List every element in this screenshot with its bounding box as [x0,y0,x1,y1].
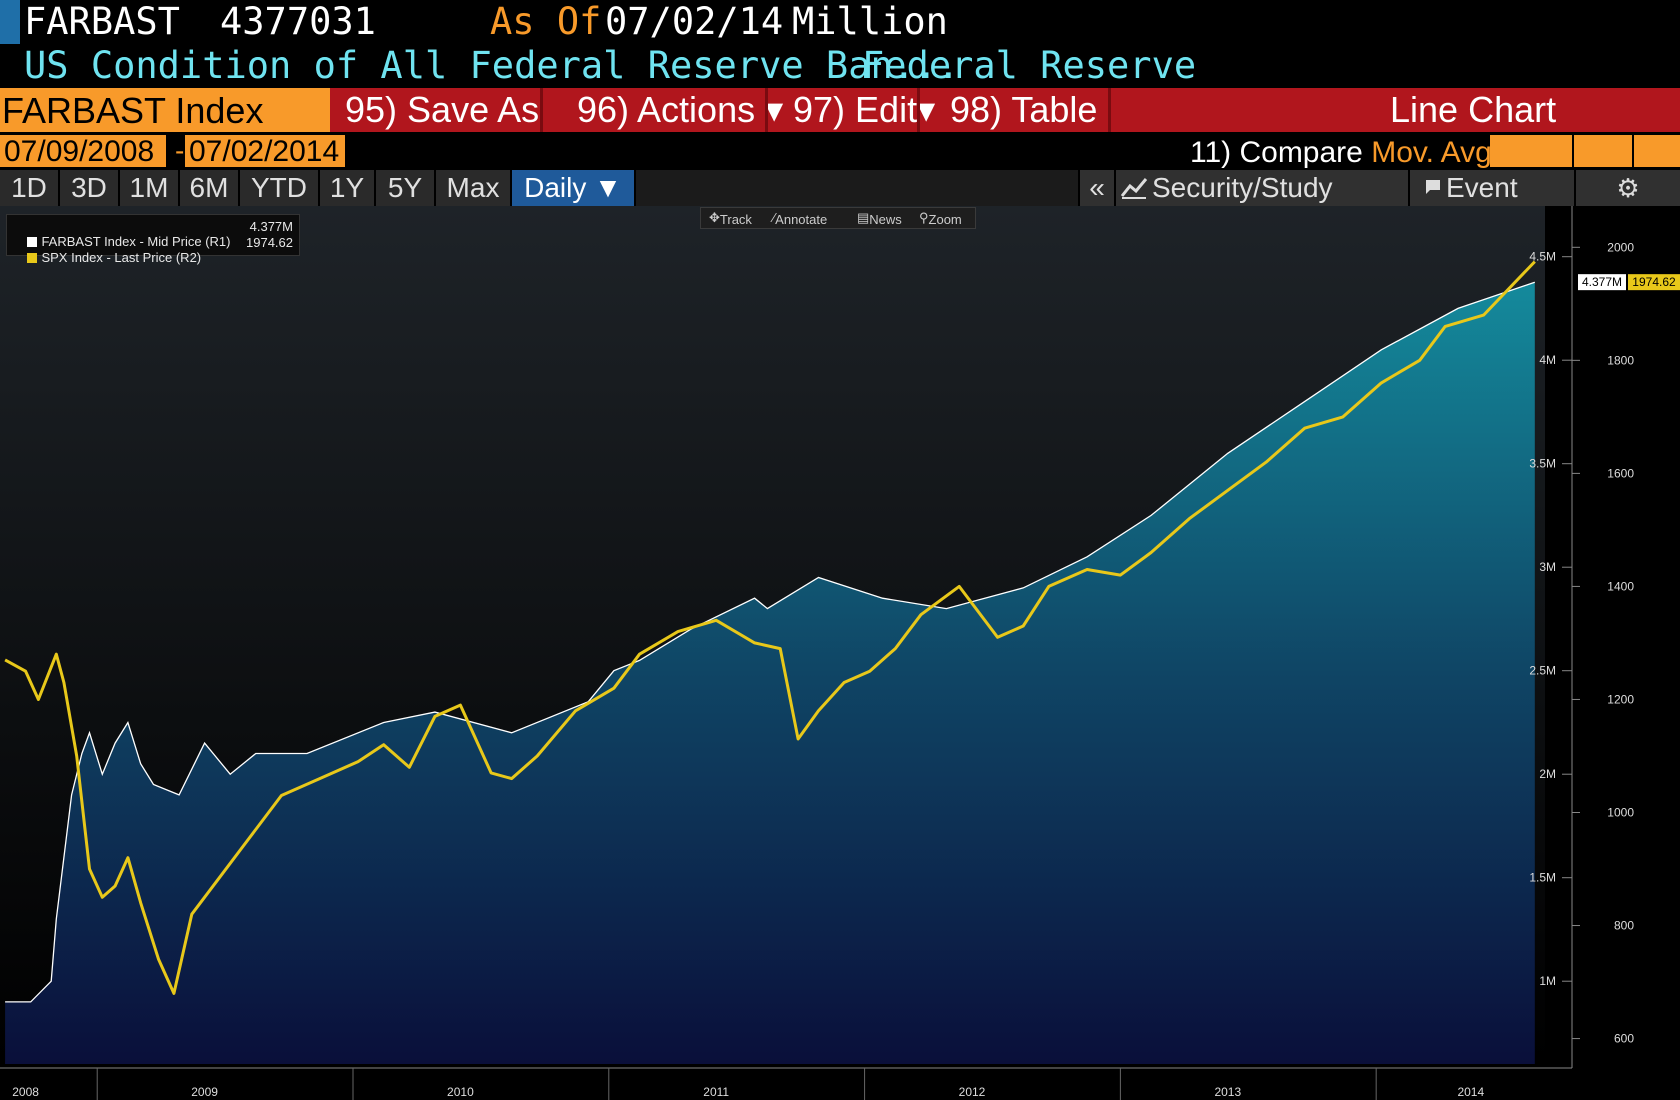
event-label: Event [1446,172,1518,203]
gear-icon: ⚙ [1616,173,1640,203]
as-of-label: As Of [490,0,602,43]
event-button[interactable]: Event [1408,170,1574,206]
units: Million [792,0,948,43]
r1-tick-label: 1M [1539,974,1556,988]
r2-tick-label: 1800 [1607,353,1634,367]
description: US Condition of All Federal Reserve Ban.… [24,44,960,87]
r1-tick-label: 3.5M [1529,457,1556,471]
farbast-last-badge [1578,274,1626,291]
x-tick-label: 2010 [447,1085,474,1099]
compare-slots[interactable] [1490,135,1680,167]
security-header: FARBAST 4377031 As Of 07/02/14 Million [0,0,1680,44]
separator [917,88,920,132]
index-label[interactable]: FARBAST Index [0,88,330,132]
r2-tick-label: 1000 [1607,805,1634,819]
tf-5y[interactable]: 5Y [376,170,436,206]
view-name: Line Chart [1390,89,1557,130]
tf-1d[interactable]: 1D [0,170,60,206]
annotate-button[interactable]: ∕ Annotate [773,210,828,227]
x-tick-label: 2008 [12,1085,39,1099]
flag-icon [1426,180,1440,194]
function-bar: FARBAST Index 95) Save As 96) Actions ▾ … [0,88,1680,132]
zoom-button[interactable]: ⚲ Zoom [919,210,962,227]
mov-avgs-label[interactable]: Mov. Avgs [1371,136,1507,169]
chart-toolbar: 1D 3D 1M 6M YTD 1Y 5Y Max Daily ▼ « Secu… [0,170,1680,206]
save-as-button[interactable]: 95) Save As [345,89,540,130]
legend-label: SPX Index - Last Price (R2) [41,250,202,265]
compare-label[interactable]: 11) Compare [1190,136,1363,169]
compare-mov-avgs[interactable]: 11) Compare Mov. Avgs [1190,136,1507,170]
x-tick-label: 2009 [191,1085,218,1099]
actions-menu[interactable]: 96) Actions ▾ [577,89,784,130]
r2-tick-label: 2000 [1607,240,1634,254]
farbast-last-label: 4.377M [1582,275,1622,289]
tf-max[interactable]: Max [436,170,512,206]
settings-button[interactable]: ⚙ [1574,170,1680,206]
x-tick-label: 2014 [1457,1085,1484,1099]
legend-value: 1974.62 [246,235,293,250]
header-marker [0,0,20,44]
start-date-field[interactable]: 07/09/2008 [0,135,166,168]
r2-tick-label: 800 [1614,919,1634,933]
legend-label: FARBAST Index - Mid Price (R1) [41,234,231,249]
farbast-area [5,282,1535,1064]
frequency-dropdown[interactable]: Daily ▼ [512,170,636,206]
as-of-date: 07/02/14 [605,0,784,43]
r1-tick-label: 2M [1539,767,1556,781]
source: Federal Reserve [862,44,1197,87]
r1-tick-label: 4M [1539,353,1556,367]
legend-swatch [27,253,38,263]
edit-menu[interactable]: 97) Edit▾ [793,89,936,130]
spx-last-badge [1628,274,1680,291]
r2-tick-label: 1600 [1607,466,1634,480]
spx-line [4,260,1536,995]
x-tick-label: 2013 [1214,1085,1241,1099]
tf-6m[interactable]: 6M [180,170,240,206]
current-value: 4377031 [220,0,376,43]
security-description: US Condition of All Federal Reserve Ban.… [0,44,1680,88]
date-dash: - [175,135,185,166]
tf-1m[interactable]: 1M [120,170,180,206]
r2-tick-label: 1400 [1607,579,1634,593]
separator [540,88,543,132]
r1-tick-label: 4.5M [1529,250,1556,264]
r2-tick-label: 600 [1614,1032,1634,1046]
r1-tick-label: 3M [1539,560,1556,574]
line-chart[interactable]: 4.5M 4M 3.5M 3M 2.5M 2M 1.5M 1M 2000 1800 1600 1400… [0,206,1680,1100]
r2-tick-label: 1200 [1607,692,1634,706]
security-study-button[interactable]: Security/Study [1114,170,1408,206]
date-range-bar: 07/09/2008 - 07/02/2014 11) Compare Mov.… [0,132,1680,170]
r1-tick-label: 1.5M [1529,871,1556,885]
collapse-button[interactable]: « [1078,170,1114,206]
legend-value: 4.377M [249,219,293,234]
tf-1y[interactable]: 1Y [320,170,376,206]
chart-line-icon [1120,178,1148,199]
r1-tick-label: 2.5M [1529,664,1556,678]
legend-item-spx[interactable]: SPX Index - Last Price (R2) [13,235,201,280]
news-button[interactable]: ▤ News [857,210,902,227]
legend-item-farbast[interactable]: FARBAST Index - Mid Price (R1) [13,219,231,264]
separator [1108,88,1111,132]
separator [765,88,768,132]
spx-last-label: 1974.62 [1632,275,1676,289]
x-tick-label: 2011 [703,1085,729,1099]
x-tick-label: 2012 [959,1085,986,1099]
legend-swatch [27,237,38,247]
track-button[interactable]: ✥ Track [709,210,752,227]
chart-legend[interactable]: FARBAST Index - Mid Price (R1) 4.377M SP… [6,214,300,265]
table-button[interactable]: 98) Table [950,89,1098,130]
tf-3d[interactable]: 3D [60,170,120,206]
security-study-label: Security/Study [1152,172,1333,203]
end-date-field[interactable]: 07/02/2014 [185,135,345,168]
ticker: FARBAST [24,0,180,43]
tf-ytd[interactable]: YTD [240,170,320,206]
chart-tools-bar: ✥ Track ∕ Annotate ▤ News ⚲ Zoom [700,207,976,229]
